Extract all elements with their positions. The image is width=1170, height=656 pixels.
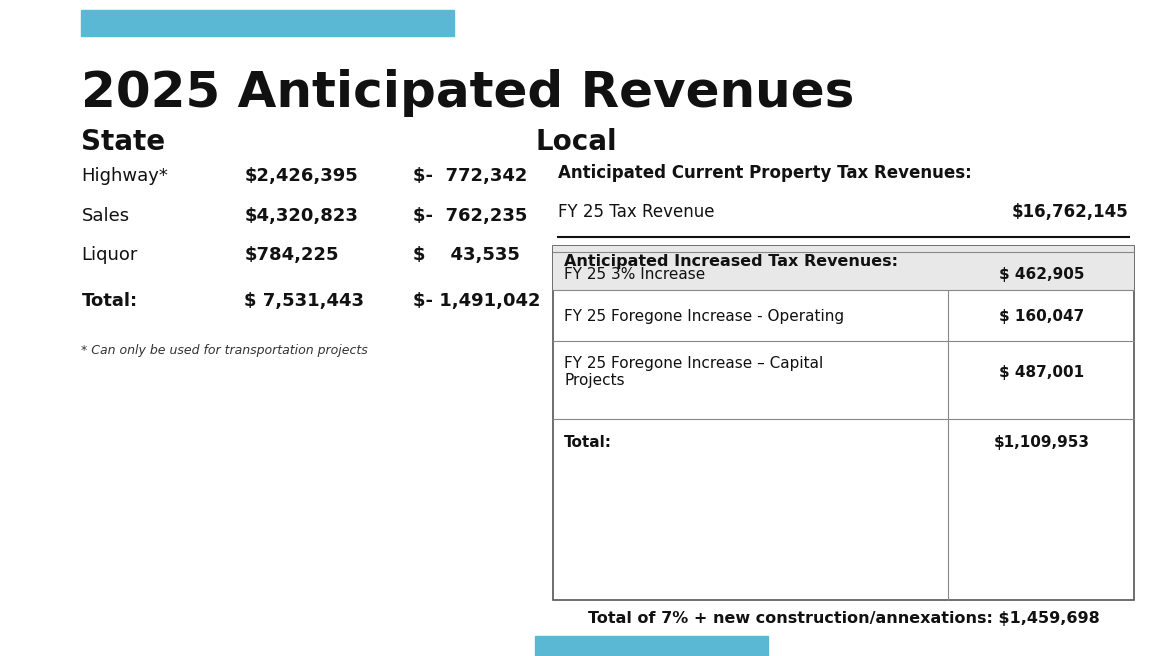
Text: FY 25 Tax Revenue: FY 25 Tax Revenue	[558, 203, 715, 221]
Text: Sales: Sales	[82, 207, 130, 224]
Text: $ 487,001: $ 487,001	[999, 365, 1083, 380]
Text: Anticipated Current Property Tax Revenues:: Anticipated Current Property Tax Revenue…	[558, 164, 972, 182]
Text: $784,225: $784,225	[245, 246, 339, 264]
Text: Total of 7% + new construction/annexations: $1,459,698: Total of 7% + new construction/annexatio…	[587, 611, 1100, 626]
Text: $ 7,531,443: $ 7,531,443	[245, 292, 364, 310]
Text: $ 462,905: $ 462,905	[998, 267, 1085, 281]
Text: * Can only be used for transportation projects: * Can only be used for transportation pr…	[82, 344, 369, 358]
Text: FY 25 Foregone Increase – Capital
Projects: FY 25 Foregone Increase – Capital Projec…	[564, 356, 824, 388]
Text: $ 160,047: $ 160,047	[999, 309, 1083, 323]
Text: Highway*: Highway*	[82, 167, 168, 185]
Text: FY 25 3% Increase: FY 25 3% Increase	[564, 267, 706, 281]
Text: $-  772,342: $- 772,342	[413, 167, 528, 185]
Text: Liquor: Liquor	[82, 246, 138, 264]
FancyBboxPatch shape	[535, 636, 768, 656]
Text: FY 25 Foregone Increase - Operating: FY 25 Foregone Increase - Operating	[564, 309, 845, 323]
Text: Anticipated Increased Tax Revenues:: Anticipated Increased Tax Revenues:	[564, 254, 899, 269]
Text: 2025 Anticipated Revenues: 2025 Anticipated Revenues	[82, 69, 855, 117]
FancyBboxPatch shape	[82, 10, 454, 36]
Text: Total:: Total:	[564, 435, 612, 449]
Text: $1,109,953: $1,109,953	[993, 435, 1089, 449]
Text: State: State	[82, 128, 166, 156]
Text: Total:: Total:	[82, 292, 138, 310]
FancyBboxPatch shape	[552, 246, 1135, 291]
Text: Local: Local	[535, 128, 617, 156]
Text: $4,320,823: $4,320,823	[245, 207, 358, 224]
FancyBboxPatch shape	[552, 246, 1135, 600]
Text: $2,426,395: $2,426,395	[245, 167, 358, 185]
Text: $16,762,145: $16,762,145	[1012, 203, 1129, 221]
Text: $-  762,235: $- 762,235	[413, 207, 528, 224]
Text: $- 1,491,042: $- 1,491,042	[413, 292, 541, 310]
Text: $    43,535: $ 43,535	[413, 246, 519, 264]
